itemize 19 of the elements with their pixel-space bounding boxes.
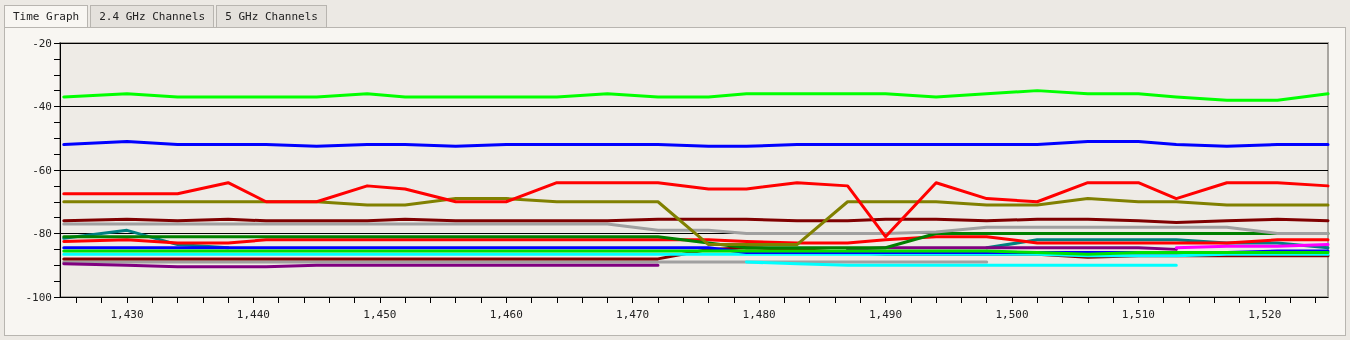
- y-tick-label: -60: [32, 163, 52, 177]
- y-tick-label: -100: [25, 290, 52, 304]
- x-tick-label: 1,500: [995, 308, 1029, 321]
- x-tick-label: 1,460: [489, 308, 523, 321]
- x-tick-label: 1,450: [363, 308, 397, 321]
- x-tick-label: 1,520: [1248, 308, 1282, 321]
- text: Time Graph: [4, 5, 89, 27]
- y-tick-label: -80: [32, 227, 52, 240]
- x-tick-label: 1,490: [868, 308, 903, 321]
- line-series: [62, 89, 1330, 102]
- x-tick-label: 1,480: [742, 308, 776, 321]
- y-tick-label: -20: [32, 36, 52, 50]
- x-tick-label: 1,440: [236, 308, 270, 321]
- x-tick-label: 1,430: [110, 308, 144, 321]
- text: 2.4 GHz Channels: [90, 5, 215, 27]
- y-tick-label: -40: [32, 100, 52, 113]
- x-tick-label: 1,470: [616, 308, 650, 321]
- text: 5 GHz Channels: [216, 5, 327, 27]
- x-tick-label: 1,510: [1121, 308, 1155, 321]
